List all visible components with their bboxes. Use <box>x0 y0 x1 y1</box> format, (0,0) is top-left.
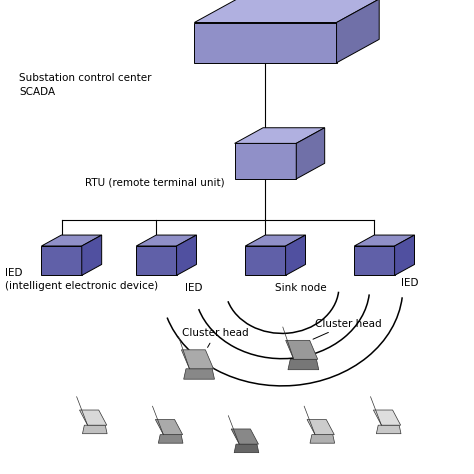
Polygon shape <box>194 0 379 23</box>
Polygon shape <box>235 143 296 179</box>
Text: IED: IED <box>401 278 419 288</box>
Polygon shape <box>288 359 319 370</box>
Polygon shape <box>194 23 337 63</box>
Polygon shape <box>376 425 401 434</box>
Polygon shape <box>158 435 183 443</box>
Text: RTU (remote terminal unit): RTU (remote terminal unit) <box>85 178 225 188</box>
Polygon shape <box>296 128 325 179</box>
Polygon shape <box>82 425 107 434</box>
Polygon shape <box>246 246 285 275</box>
Polygon shape <box>137 246 176 275</box>
Polygon shape <box>182 350 213 369</box>
Polygon shape <box>42 235 102 246</box>
Text: Sink node: Sink node <box>275 283 327 292</box>
Text: IED: IED <box>185 283 203 292</box>
Polygon shape <box>374 410 401 425</box>
Polygon shape <box>80 410 107 425</box>
Polygon shape <box>310 435 335 443</box>
Polygon shape <box>285 235 306 275</box>
Text: IED
(intelligent electronic device): IED (intelligent electronic device) <box>5 268 158 291</box>
Polygon shape <box>137 235 196 246</box>
Polygon shape <box>286 340 318 359</box>
Polygon shape <box>246 235 306 246</box>
Polygon shape <box>234 444 259 453</box>
Polygon shape <box>307 419 334 435</box>
Polygon shape <box>231 429 258 444</box>
Polygon shape <box>354 235 414 246</box>
Polygon shape <box>176 235 196 275</box>
Polygon shape <box>82 235 102 275</box>
Polygon shape <box>183 369 214 379</box>
Polygon shape <box>354 246 394 275</box>
Text: Cluster head: Cluster head <box>182 328 249 347</box>
Polygon shape <box>235 128 325 143</box>
Polygon shape <box>394 235 414 275</box>
Polygon shape <box>155 419 182 435</box>
Polygon shape <box>42 246 82 275</box>
Polygon shape <box>337 0 379 63</box>
Text: Cluster head: Cluster head <box>313 319 382 339</box>
Text: Substation control center
SCADA: Substation control center SCADA <box>19 73 152 97</box>
